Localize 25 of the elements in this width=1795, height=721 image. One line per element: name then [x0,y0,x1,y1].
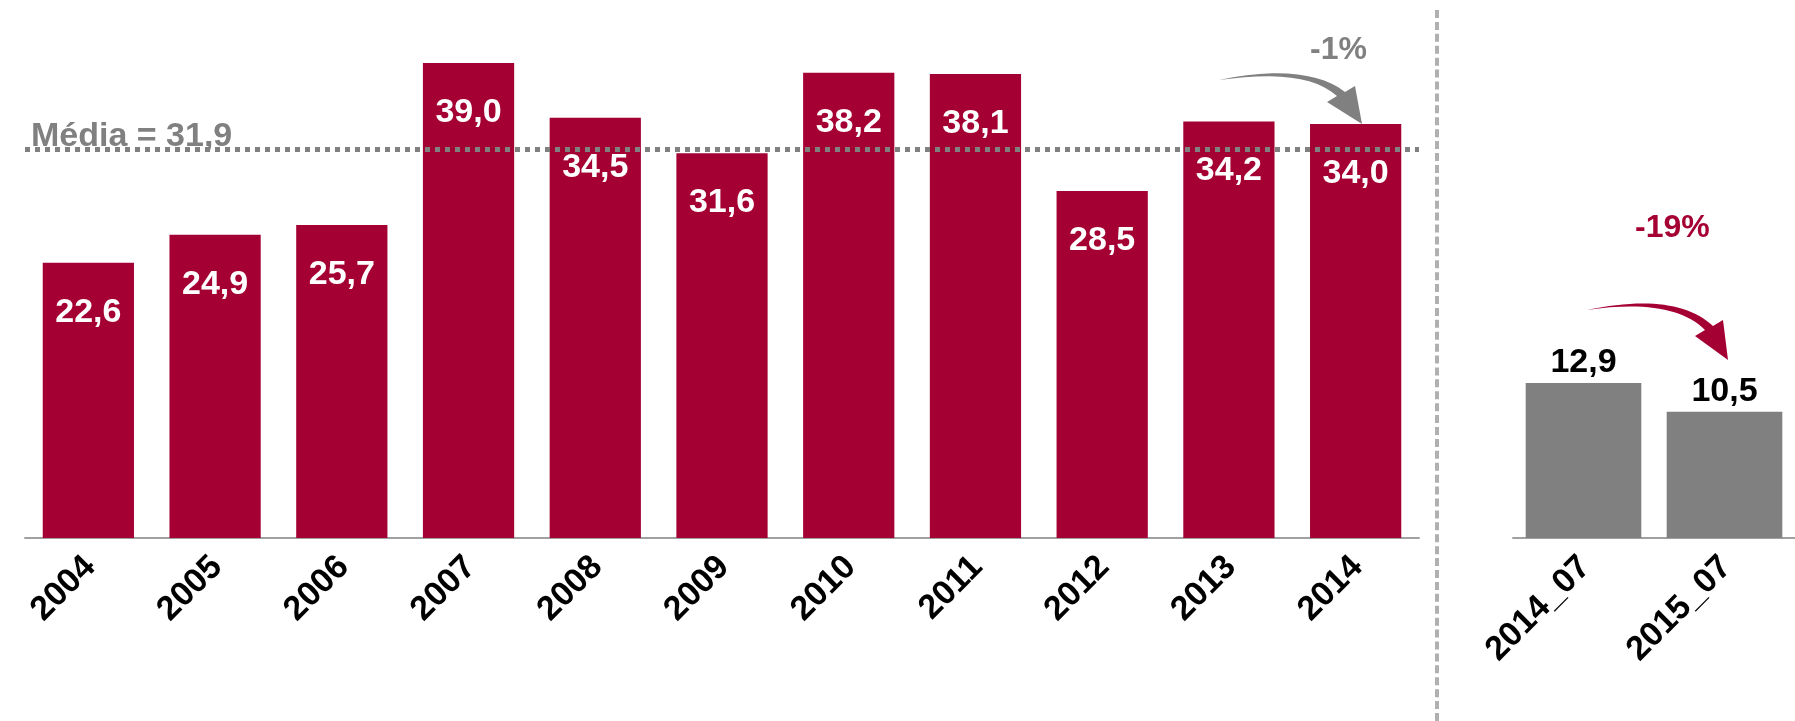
data-label: 25,7 [308,252,375,291]
data-label: 22,6 [55,290,122,329]
data-label: 38,2 [815,100,882,139]
data-label: 34,5 [562,145,629,184]
data-label: 10,5 [1691,369,1758,408]
text: -19% [1635,208,1710,244]
data-label: 38,1 [942,101,1009,140]
bar [549,117,641,538]
data-label: 24,9 [182,262,249,301]
bar [42,262,134,538]
data-label: 12,9 [1550,341,1617,379]
data-label: 39,0 [435,91,502,129]
bar [676,153,768,538]
data-label: 34,2 [1195,149,1262,188]
bar [1056,190,1148,538]
bar [929,73,1022,538]
bar [803,72,895,538]
annotation: -1% [1310,30,1367,66]
bar [422,63,515,538]
data-label: 28,5 [1069,218,1136,257]
bar [296,224,388,538]
bar [169,234,261,538]
data-label: 34,0 [1322,151,1389,190]
data-label: 31,6 [688,181,756,220]
ref-line-label: Média = 31,9 [31,115,233,154]
